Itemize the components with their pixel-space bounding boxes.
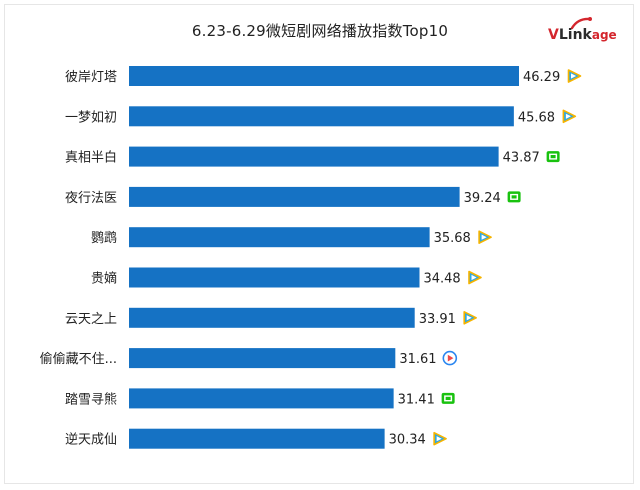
youku-play <box>447 354 454 362</box>
value-label: 30.34 <box>389 433 426 448</box>
iqiyi-screen-inner <box>511 195 517 199</box>
tencent-video-icon-2 <box>562 109 577 124</box>
value-label: 43.87 <box>503 151 540 166</box>
value-label: 45.68 <box>518 110 555 125</box>
tencent-video-icon-1 <box>567 69 582 83</box>
bar <box>129 227 430 248</box>
value-label: 46.29 <box>523 70 560 85</box>
category-label: 逆天成仙 <box>65 432 117 448</box>
value-label: 34.48 <box>423 272 460 287</box>
bar <box>129 106 514 127</box>
value-label: 33.91 <box>419 312 456 327</box>
bar <box>129 146 499 167</box>
logo-suffix: age <box>591 28 617 42</box>
tencent-play-inner <box>481 234 487 240</box>
category-label: 夜行法医 <box>65 191 117 206</box>
tencent-play-inner <box>571 73 577 79</box>
value-label: 31.61 <box>399 352 436 367</box>
category-label: 彼岸灯塔 <box>65 70 117 85</box>
logo-middle: Link <box>558 27 592 43</box>
logo-prefix: V <box>548 27 559 43</box>
youku-icon-8 <box>442 350 458 366</box>
category-label: 踏雪寻熊 <box>65 391 117 407</box>
value-label: 39.24 <box>464 191 501 206</box>
tencent-play-inner <box>436 436 442 442</box>
value-label: 31.41 <box>398 392 435 407</box>
bar <box>129 348 396 369</box>
bar <box>129 66 519 86</box>
tencent-video-icon-5 <box>478 230 492 244</box>
category-label: 一梦如初 <box>65 109 117 125</box>
category-label: 鹦鹉 <box>91 231 117 246</box>
tencent-video-icon-7 <box>463 310 477 325</box>
category-label: 贵嫡 <box>91 271 117 287</box>
logo-swoosh-icon <box>570 17 592 30</box>
iqiyi-icon-9 <box>441 392 455 404</box>
tencent-play-inner <box>466 315 472 321</box>
bar <box>129 388 394 409</box>
bar <box>129 267 420 288</box>
tencent-play-inner <box>565 113 571 119</box>
category-label: 真相半白 <box>65 150 117 166</box>
iqiyi-icon-3 <box>546 151 560 163</box>
bar <box>129 428 385 449</box>
tencent-video-icon-10 <box>433 431 447 446</box>
tencent-play-inner <box>471 274 477 281</box>
iqiyi-icon-4 <box>507 191 521 203</box>
chart-title: 6.23-6.29微短剧网络播放指数Top10 <box>191 22 449 40</box>
tencent-video-icon-6 <box>468 270 482 285</box>
value-label: 35.68 <box>434 231 471 246</box>
iqiyi-screen-inner <box>445 396 451 400</box>
iqiyi-screen-inner <box>550 155 556 159</box>
bar <box>129 307 415 328</box>
vlinkage-logo: VLinkage <box>548 17 618 47</box>
category-label: 云天之上 <box>65 312 117 327</box>
bar <box>129 186 460 207</box>
category-label: 偷偷藏不住... <box>40 352 117 367</box>
